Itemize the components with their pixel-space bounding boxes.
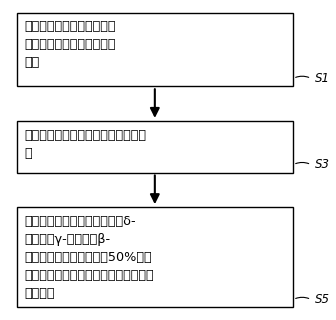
Text: S3: S3 — [314, 158, 330, 171]
Text: 将腐朽木用盐酸溶液持续浸
泡后，将腐朽木捞出并冲洗
干净: 将腐朽木用盐酸溶液持续浸 泡后，将腐朽木捞出并冲洗 干净 — [25, 20, 116, 69]
Text: 将腐朽木放置到基础无机盐溶液中浸
泡: 将腐朽木放置到基础无机盐溶液中浸 泡 — [25, 129, 147, 160]
Bar — [16, 121, 293, 172]
Text: S5: S5 — [314, 293, 330, 306]
Text: 将腐朽木放置在脱氮池内，当δ-
变形菌、γ-变形菌、β-
变形菌的总数量比例达到50%以上
时，将污水排放至脱氮池内，即可实现
一步脱氮: 将腐朽木放置在脱氮池内，当δ- 变形菌、γ-变形菌、β- 变形菌的总数量比例达到… — [25, 215, 154, 300]
Text: S1: S1 — [314, 72, 330, 85]
Bar — [16, 207, 293, 308]
Bar — [16, 12, 293, 86]
